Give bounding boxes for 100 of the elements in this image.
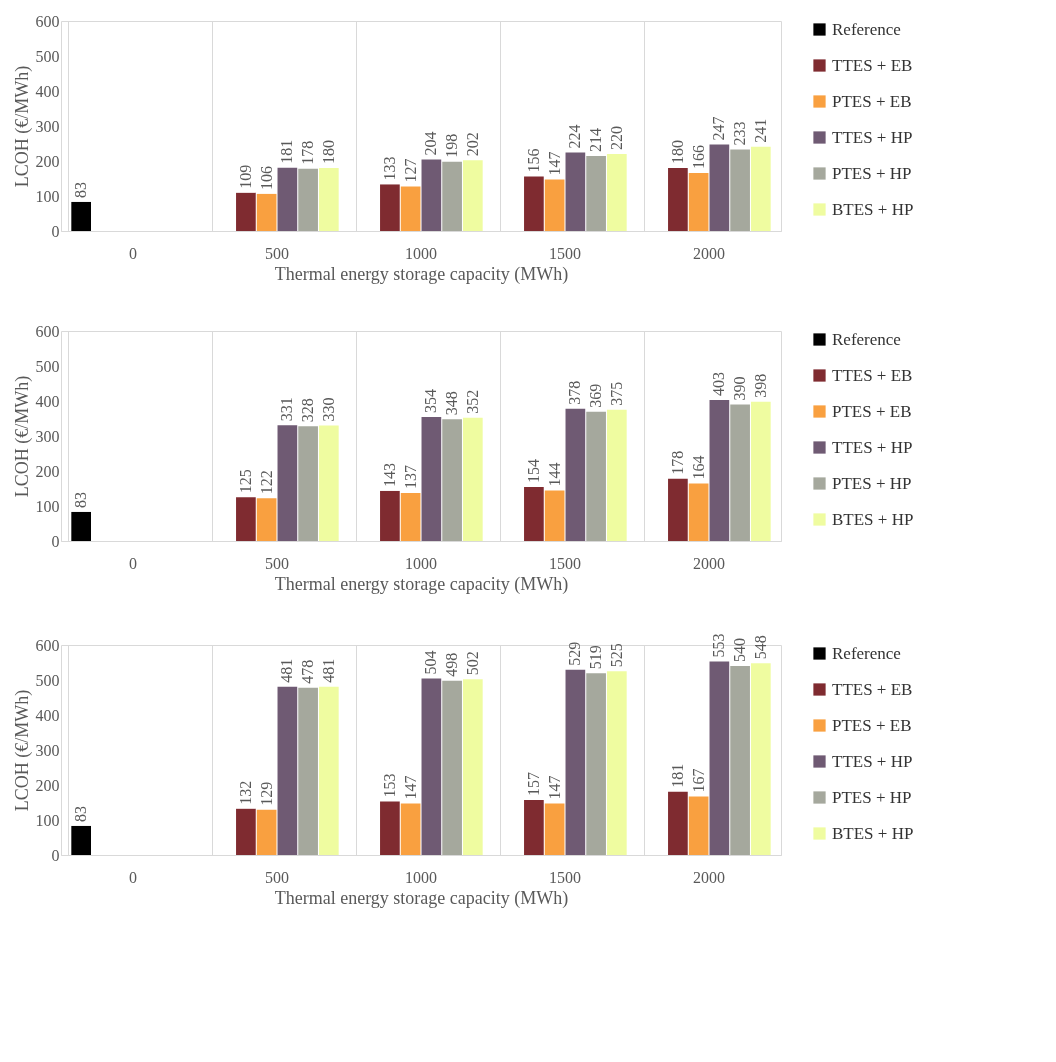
bar [709, 661, 730, 855]
bar [442, 680, 462, 855]
y-tick-label: 200 [35, 776, 60, 794]
data-label: 224 [566, 124, 584, 149]
bar [565, 669, 586, 855]
y-tick-label: 400 [35, 706, 60, 724]
x-tick-label: 1000 [405, 244, 437, 262]
data-label: 369 [587, 383, 605, 408]
bar [236, 808, 256, 855]
data-label: 147 [545, 151, 563, 176]
bar [298, 168, 318, 231]
bar [462, 160, 483, 231]
data-label: 553 [710, 633, 728, 658]
bar [380, 801, 400, 855]
data-label: 109 [236, 164, 254, 189]
data-label: 354 [422, 389, 440, 414]
bar [318, 168, 339, 231]
data-label: 157 [524, 772, 542, 797]
legend-label: TTES + EB [832, 365, 913, 385]
x-axis-title: Thermal energy storage capacity (MWh) [274, 887, 569, 909]
bar [380, 490, 400, 541]
data-label: 137 [401, 465, 419, 490]
data-label: 540 [731, 638, 749, 662]
x-axis-title: Thermal energy storage capacity (MWh) [274, 573, 569, 595]
y-tick-label: 500 [35, 47, 60, 65]
bar [318, 686, 339, 855]
y-tick-label: 600 [35, 322, 60, 340]
bar [298, 687, 318, 855]
data-label: 167 [689, 768, 707, 793]
bar [606, 409, 627, 541]
data-label: 106 [257, 165, 275, 190]
data-label: 241 [751, 118, 769, 143]
y-tick-label: 0 [51, 532, 60, 550]
x-tick-label: 500 [265, 554, 289, 572]
data-label: 348 [443, 391, 461, 416]
data-label: 529 [566, 641, 584, 666]
legend-label: PTES + EB [832, 91, 912, 111]
legend-label: PTES + EB [832, 401, 912, 421]
bar [750, 663, 771, 855]
bar [688, 483, 709, 541]
data-label: 548 [751, 635, 769, 660]
bar [71, 825, 92, 855]
bar [400, 803, 421, 855]
bar [400, 186, 421, 231]
bar [256, 498, 277, 541]
bar [668, 478, 688, 541]
data-label: 331 [278, 397, 296, 422]
legend-label: BTES + HP [832, 199, 914, 219]
bar [524, 800, 544, 855]
bar [524, 176, 544, 231]
y-tick-label: 500 [35, 671, 60, 689]
x-tick-label: 1500 [549, 868, 581, 886]
data-label: 214 [587, 128, 605, 153]
legend-label: PTES + EB [832, 715, 912, 735]
bar [277, 167, 298, 231]
bar [236, 192, 256, 231]
data-label: 233 [731, 121, 749, 146]
legend-label: PTES + HP [832, 163, 912, 183]
bar [750, 401, 771, 541]
legend-label: TTES + HP [832, 127, 913, 147]
y-tick-label: 100 [35, 497, 60, 515]
x-tick-label: 0 [129, 244, 137, 262]
data-label: 147 [401, 775, 419, 800]
data-label: 156 [524, 148, 542, 173]
data-label: 220 [607, 126, 625, 150]
x-tick-label: 0 [129, 554, 137, 572]
data-label: 153 [380, 773, 398, 798]
data-label: 498 [443, 652, 461, 677]
data-label: 403 [710, 371, 728, 396]
bar [730, 404, 750, 541]
data-label: 133 [380, 156, 398, 181]
bar [709, 144, 730, 231]
bar [565, 152, 586, 231]
x-tick-label: 1500 [549, 554, 581, 572]
data-label: 390 [731, 376, 749, 401]
data-label: 180 [668, 140, 686, 164]
bar [606, 154, 627, 231]
data-label: 83 [72, 491, 90, 508]
legend-label: BTES + HP [832, 509, 914, 529]
bar [442, 161, 462, 231]
data-label: 478 [299, 659, 317, 684]
data-label: 202 [463, 132, 481, 157]
y-tick-label: 500 [35, 357, 60, 375]
bar [421, 159, 442, 231]
bar [730, 666, 750, 855]
y-tick-label: 0 [51, 222, 60, 240]
y-tick-label: 600 [35, 12, 60, 30]
data-label: 83 [72, 805, 90, 822]
bar [709, 399, 730, 541]
data-label: 481 [278, 658, 296, 683]
y-axis-title: LCOH (€/MWh) [11, 375, 33, 498]
bar [421, 417, 442, 541]
bar [544, 803, 565, 855]
bar [565, 408, 586, 541]
legend-label: TTES + EB [832, 55, 913, 75]
data-label: 504 [422, 650, 440, 675]
y-tick-label: 100 [35, 811, 60, 829]
y-axis-title: LCOH (€/MWh) [11, 65, 33, 188]
data-label: 143 [380, 462, 398, 487]
bar [462, 417, 483, 541]
